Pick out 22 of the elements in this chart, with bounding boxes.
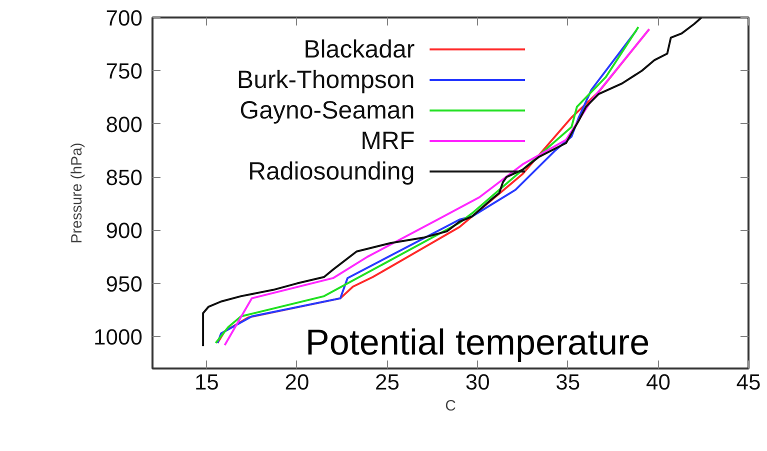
legend-label: MRF: [360, 127, 415, 156]
legend-label: Burk-Thompson: [236, 66, 415, 94]
legend-label: Gayno-Seaman: [240, 96, 415, 124]
x-tick-label: 30: [465, 370, 490, 394]
x-tick-label: 40: [646, 370, 670, 394]
y-tick-label: 700: [106, 6, 143, 30]
y-tick-label: 1000: [94, 324, 143, 350]
annotation: Potential temperature: [305, 322, 650, 362]
legend-label: Radiosounding: [248, 158, 415, 186]
y-tick-label: 850: [106, 165, 143, 190]
y-axis-title: Pressure (hPa): [68, 142, 86, 244]
x-tick-label: 45: [736, 370, 761, 394]
legend-label: Blackadar: [304, 35, 415, 64]
y-tick-label: 800: [106, 112, 143, 137]
x-tick-label: 15: [194, 370, 219, 394]
x-tick-label: 35: [556, 370, 580, 394]
x-axis-title: C: [445, 398, 456, 414]
x-tick-label: 20: [284, 370, 310, 394]
x-tick-label: 25: [375, 370, 400, 394]
y-tick-label: 950: [106, 271, 143, 296]
y-tick-label: 750: [106, 58, 143, 84]
y-tick-label: 900: [106, 218, 143, 244]
